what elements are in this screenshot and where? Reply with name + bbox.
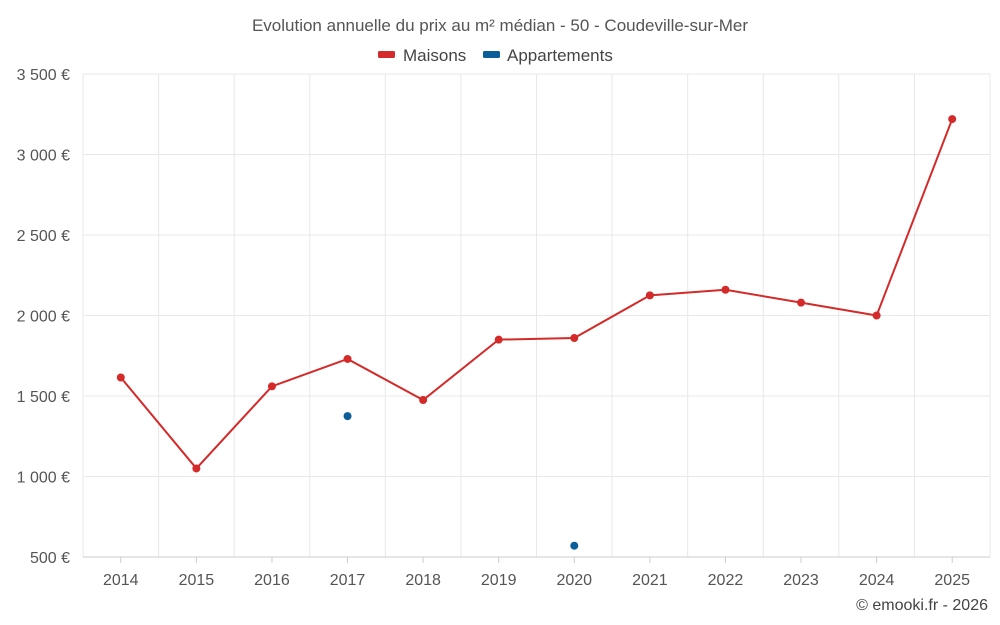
legend-label: Appartements (507, 46, 613, 65)
data-point (116, 373, 125, 382)
data-point (570, 334, 579, 343)
x-tick-label: 2020 (556, 572, 592, 589)
x-tick-label: 2016 (254, 572, 290, 589)
x-tick-label: 2021 (632, 572, 668, 589)
data-point (797, 298, 806, 307)
x-tick-label: 2025 (934, 572, 970, 589)
credit-text: © emooki.fr - 2026 (856, 597, 988, 614)
series-line (120, 118, 954, 470)
x-tick-label: 2024 (859, 572, 895, 589)
data-point (872, 311, 881, 320)
data-point (494, 335, 503, 344)
series-layer (116, 115, 957, 550)
legend-label: Maisons (403, 46, 466, 65)
y-axis: 500 € 1 000 € 1 500 € 2 000 € 2 500 € 3 000 €… (17, 67, 70, 567)
data-point (267, 382, 276, 391)
data-point (419, 396, 428, 405)
y-tick-label: 3 000 € (17, 148, 70, 165)
y-tick-label: 1 500 € (17, 389, 70, 406)
x-tick-label: 2015 (179, 572, 215, 589)
data-point (343, 412, 352, 421)
y-tick-label: 1 000 € (17, 470, 70, 487)
x-tick-label: 2014 (103, 572, 139, 589)
x-axis: 2014 2015 2016 2017 2018 2019 2020 2021 2022 2023… (83, 556, 990, 589)
series-maisons (116, 115, 957, 473)
data-point (343, 354, 352, 363)
data-point (948, 115, 957, 124)
y-tick-label: 3 500 € (17, 67, 70, 84)
grid (82, 73, 991, 558)
y-tick-label: 2 500 € (17, 228, 70, 245)
legend-swatch (483, 51, 500, 58)
y-tick-label: 2 000 € (17, 309, 70, 326)
x-tick-label: 2022 (708, 572, 744, 589)
series-appartements (343, 412, 579, 550)
x-tick-label: 2019 (481, 572, 517, 589)
legend: Maisons Appartements (378, 46, 613, 65)
data-point (570, 541, 579, 550)
data-point (192, 464, 201, 473)
x-tick-label: 2018 (405, 572, 441, 589)
data-point (645, 291, 654, 300)
x-tick-label: 2017 (330, 572, 366, 589)
x-tick-label: 2023 (783, 572, 819, 589)
y-tick-label: 500 € (30, 550, 70, 567)
chart-title: Evolution annuelle du prix au m² médian … (252, 16, 748, 35)
data-point (721, 285, 730, 294)
legend-swatch (378, 51, 395, 58)
